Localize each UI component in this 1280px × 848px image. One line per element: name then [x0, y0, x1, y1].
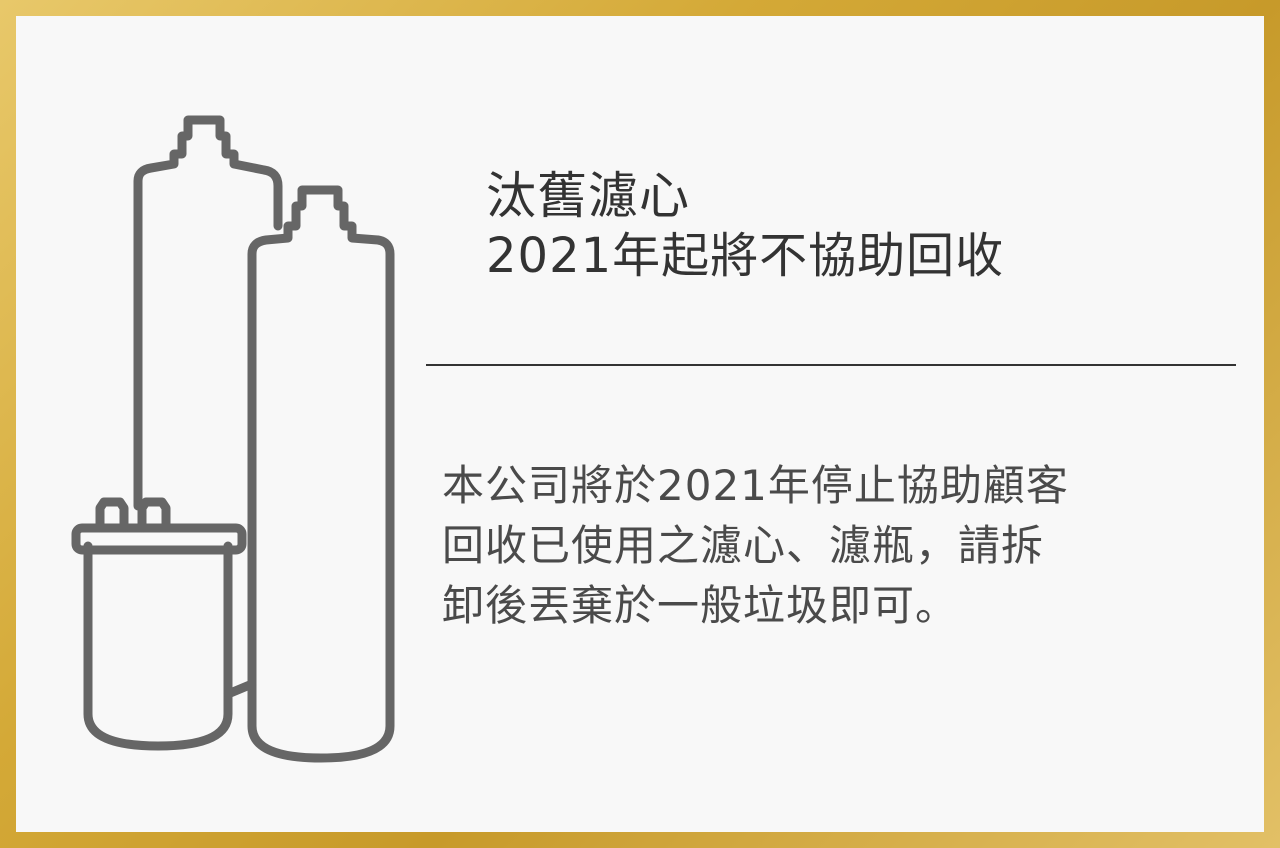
medium-cartridge [252, 190, 390, 758]
tall-cartridge [138, 120, 278, 506]
body-line-3: 卸後丟棄於一般垃圾即可。 [442, 576, 1272, 636]
notice-body: 本公司將於2021年停止協助顧客 回收已使用之濾心、濾瓶，請拆 卸後丟棄於一般垃… [442, 456, 1272, 636]
body-line-1: 本公司將於2021年停止協助顧客 [442, 456, 1272, 516]
title-line-1: 汰舊濾心 [486, 166, 1246, 226]
body-line-2: 回收已使用之濾心、濾瓶，請拆 [442, 516, 1272, 576]
water-filter-cartridges-icon [56, 106, 416, 786]
notice-title: 汰舊濾心 2021年起將不協助回收 [486, 166, 1246, 286]
notice-card: 汰舊濾心 2021年起將不協助回收 本公司將於2021年停止協助顧客 回收已使用… [16, 16, 1264, 832]
small-cartridge [88, 546, 228, 746]
title-line-2: 2021年起將不協助回收 [486, 226, 1246, 286]
divider [426, 364, 1236, 366]
